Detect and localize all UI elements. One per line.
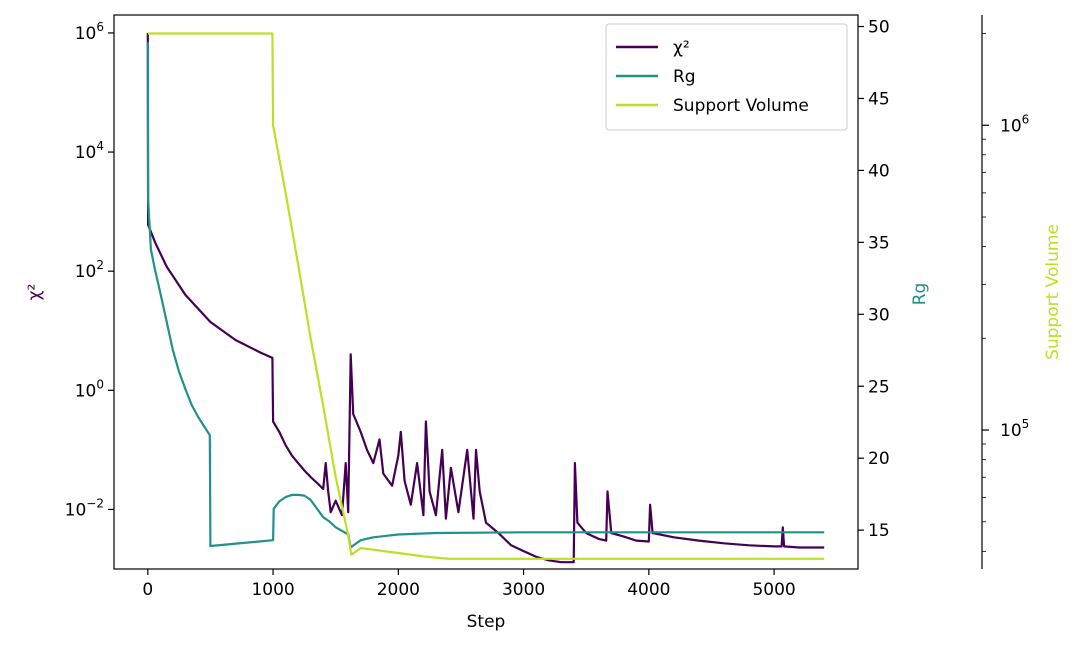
support-volume-series-line [147, 32, 825, 560]
x-axis-label: Step [467, 612, 506, 632]
legend-label-support-volume: Support Volume [673, 96, 809, 116]
legend-label-rg: Rg [673, 67, 696, 87]
x-tick-label: 4000 [627, 580, 670, 600]
rg-series-line [146, 42, 825, 549]
rg-tick-label: 45 [868, 89, 890, 109]
rg-tick-label: 25 [868, 377, 890, 397]
rg-tick-label: 50 [868, 18, 890, 38]
legend-box [605, 23, 848, 131]
rg-tick-label: 40 [868, 161, 890, 181]
chi2-tick-label: 104 [75, 139, 104, 163]
x-tick-label: 2000 [377, 580, 420, 600]
support-volume-axis-ticks: 106 105 [982, 33, 1029, 552]
support-volume-axis-label: Support Volume [1043, 224, 1063, 360]
rg-tick-label: 20 [868, 449, 890, 469]
rg-axis-label: Rg [910, 283, 930, 306]
series-layer [146, 32, 825, 564]
chi2-axis-label: χ² [25, 284, 45, 301]
rg-tick-label: 35 [868, 233, 890, 253]
rg-tick-label: 15 [868, 521, 890, 541]
legend: χ² Rg Support Volume [605, 23, 848, 131]
x-axis-ticks: 0 1000 2000 3000 4000 5000 [142, 569, 796, 600]
plot-frame [113, 14, 859, 570]
support-volume-tick-label: 106 [1000, 112, 1029, 136]
legend-label-chi2: χ² [673, 38, 690, 58]
rg-axis-ticks: 15 20 25 30 35 40 45 50 [858, 18, 890, 541]
x-tick-label: 5000 [752, 580, 795, 600]
chi2-tick-label: 100 [75, 377, 104, 401]
chi2-tick-label: 10−2 [65, 496, 104, 520]
legend-items: χ² Rg Support Volume [616, 38, 809, 116]
chi2-series-line [146, 32, 825, 564]
x-tick-label: 3000 [502, 580, 545, 600]
x-tick-label: 1000 [251, 580, 294, 600]
chi2-tick-label: 106 [75, 20, 104, 44]
support-volume-tick-label: 105 [1000, 417, 1029, 441]
x-tick-label: 0 [142, 580, 153, 600]
rg-tick-label: 30 [868, 305, 890, 325]
chi2-tick-label: 102 [75, 258, 104, 282]
chi2-axis-ticks: 106 104 102 100 10−2 [65, 20, 114, 520]
